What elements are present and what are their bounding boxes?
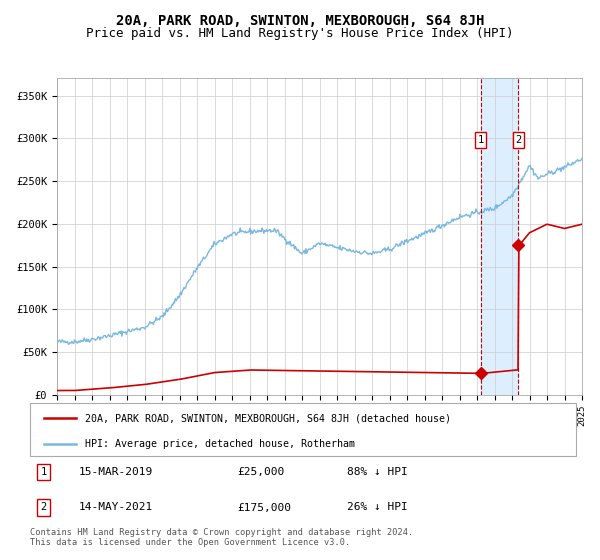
FancyBboxPatch shape xyxy=(30,403,576,456)
Text: £25,000: £25,000 xyxy=(238,467,285,477)
Text: 88% ↓ HPI: 88% ↓ HPI xyxy=(347,467,407,477)
Text: 20A, PARK ROAD, SWINTON, MEXBOROUGH, S64 8JH: 20A, PARK ROAD, SWINTON, MEXBOROUGH, S64… xyxy=(116,14,484,28)
Text: HPI: Average price, detached house, Rotherham: HPI: Average price, detached house, Roth… xyxy=(85,438,355,449)
Text: 1: 1 xyxy=(478,135,484,145)
Text: 26% ↓ HPI: 26% ↓ HPI xyxy=(347,502,407,512)
Bar xyxy=(481,78,518,395)
Text: 14-MAY-2021: 14-MAY-2021 xyxy=(79,502,154,512)
Text: 2: 2 xyxy=(41,502,47,512)
Text: 20A, PARK ROAD, SWINTON, MEXBOROUGH, S64 8JH (detached house): 20A, PARK ROAD, SWINTON, MEXBOROUGH, S64… xyxy=(85,413,451,423)
Text: 2: 2 xyxy=(515,135,521,145)
Text: 15-MAR-2019: 15-MAR-2019 xyxy=(79,467,154,477)
Text: Contains HM Land Registry data © Crown copyright and database right 2024.
This d: Contains HM Land Registry data © Crown c… xyxy=(30,528,413,547)
Text: £175,000: £175,000 xyxy=(238,502,292,512)
Text: 1: 1 xyxy=(41,467,47,477)
Text: Price paid vs. HM Land Registry's House Price Index (HPI): Price paid vs. HM Land Registry's House … xyxy=(86,27,514,40)
